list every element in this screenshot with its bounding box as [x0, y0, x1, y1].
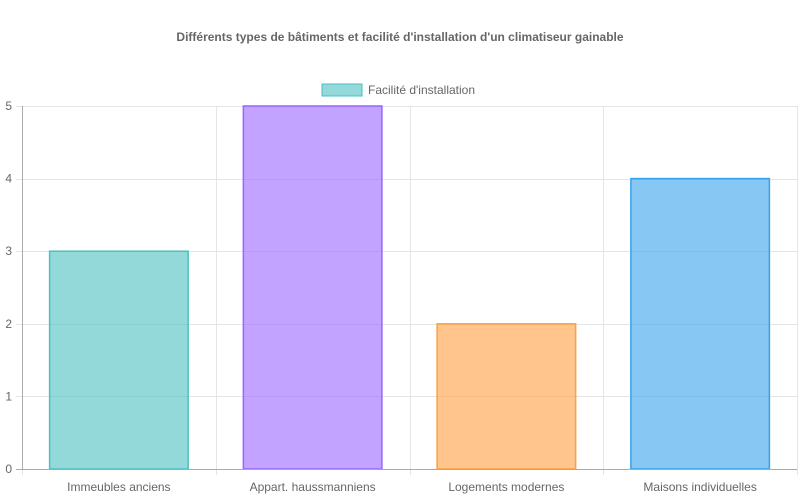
x-tick-label: Appart. haussmanniens	[250, 480, 376, 494]
y-tick-label: 3	[5, 244, 12, 258]
bar-2[interactable]	[242, 105, 383, 470]
legend-label: Facilité d'installation	[368, 83, 475, 97]
bar-1[interactable]	[48, 250, 189, 470]
y-tick-label: 2	[5, 317, 12, 331]
x-tick-label: Logements modernes	[448, 480, 564, 494]
chart-title: Différents types de bâtiments et facilit…	[176, 30, 623, 44]
legend[interactable]: Facilité d'installation	[321, 83, 475, 97]
bar-3[interactable]	[436, 323, 577, 470]
y-tick-label: 5	[5, 99, 12, 113]
y-tick-label: 4	[5, 172, 12, 186]
y-tick-label: 1	[5, 389, 12, 403]
legend-swatch	[321, 83, 363, 97]
bar-4[interactable]	[630, 177, 771, 470]
x-axis-tick-labels: Immeubles anciens Appart. haussmanniens Lo…	[67, 480, 757, 494]
y-tick-label: 0	[5, 462, 12, 476]
y-axis-tick-labels: 0 1 2 3 4 5	[5, 99, 12, 476]
x-tick-label: Maisons individuelles	[643, 480, 756, 494]
axes	[16, 106, 797, 470]
bars	[48, 105, 771, 470]
x-tick-label: Immeubles anciens	[67, 480, 170, 494]
